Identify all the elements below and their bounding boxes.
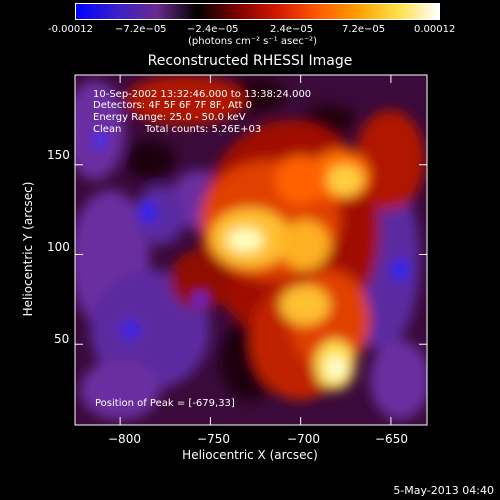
y-axis-label: Heliocentric Y (arcsec) (21, 181, 35, 317)
axis-ticks (75, 75, 427, 425)
heatmap-image (75, 75, 427, 425)
colorbar-tick-label-4: 7.2e−05 (342, 24, 386, 35)
annotation-method: Clean (93, 124, 122, 135)
x-tick-label-2: −700 (287, 432, 320, 446)
colorbar-units: (photons cm⁻² s⁻¹ asec⁻²) (188, 36, 318, 47)
annotation-detectors: Detectors: 4F 5F 6F 7F 8F, Att 0 (93, 100, 253, 111)
colorbar (75, 3, 440, 20)
x-tick-label-0: −800 (108, 432, 141, 446)
y-tick-label-1: 100 (47, 240, 70, 254)
y-tick-label-0: 50 (54, 332, 70, 346)
colorbar-tick-label-1: −7.2e−05 (115, 24, 167, 35)
colorbar-tick-label-5: 0.00012 (414, 24, 456, 35)
x-tick-label-3: −650 (375, 432, 408, 446)
y-tick-label-2: 150 (47, 148, 70, 162)
annotation-time-range: 10-Sep-2002 13:32:46.000 to 13:38:24.000 (93, 89, 312, 100)
plot-frame (74, 74, 428, 426)
x-axis-label: Heliocentric X (arcsec) (182, 448, 318, 462)
x-tick-label-1: −750 (197, 432, 230, 446)
annotation-energy-range: Energy Range: 25.0 - 50.0 keV (93, 112, 246, 123)
chart-title: Reconstructed RHESSI Image (147, 53, 353, 69)
annotation-total-counts: Total counts: 5.26E+03 (145, 124, 262, 135)
colorbar-tick-label-2: −2.4e−05 (187, 24, 239, 35)
colorbar-tick-label-0: -0.00012 (48, 24, 93, 35)
annotation-peak-position: Position of Peak = [-679,33] (95, 398, 235, 409)
date-stamp: 5-May-2013 04:40 (393, 484, 494, 497)
colorbar-tick-label-3: 2.4e−05 (270, 24, 314, 35)
